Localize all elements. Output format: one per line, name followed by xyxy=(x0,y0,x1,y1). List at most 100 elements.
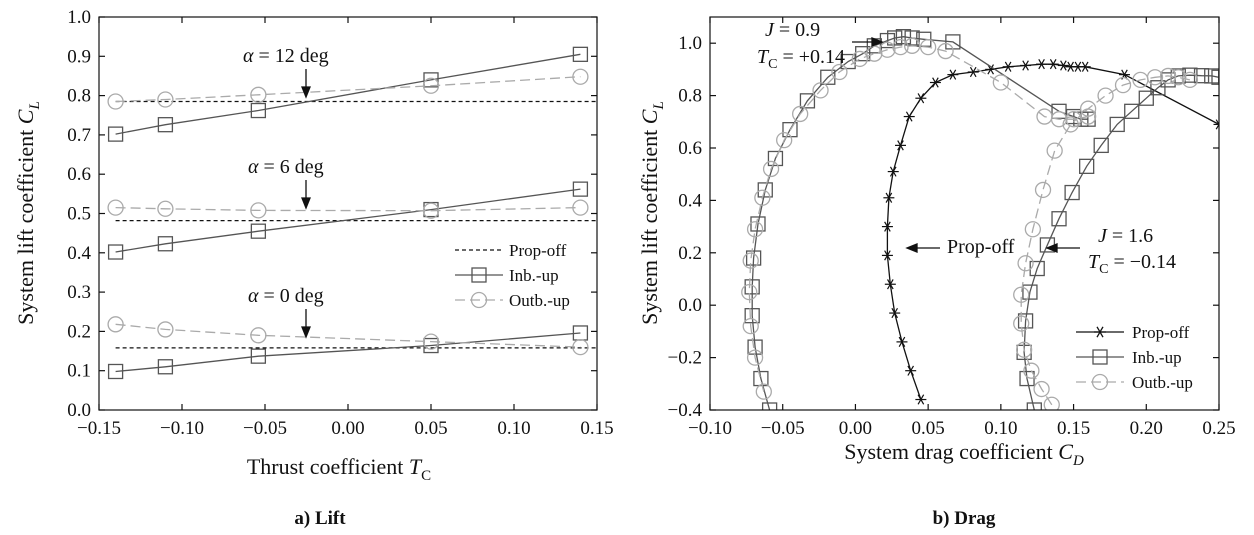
drag-series-prop-off-point xyxy=(947,69,959,80)
annotation-arrows-drag xyxy=(852,37,1080,253)
lift-caption: a) Lift xyxy=(294,508,346,529)
legend-item-inb-up: Inb.-up xyxy=(455,266,559,285)
drag-series-inb-up-point xyxy=(744,308,760,324)
lift-series-outb-up-point xyxy=(107,93,124,110)
lift-y-tick-label: 0.3 xyxy=(67,282,91,303)
lift-series-outb-up-point xyxy=(422,333,440,350)
lift-series-outb-up-point xyxy=(572,338,589,356)
drag-series-outb-up-point xyxy=(1015,341,1033,358)
lift-y-tick-label: 0.4 xyxy=(67,243,91,264)
lift-x-tick-label: 0.05 xyxy=(414,418,447,439)
drag-y-tick-label: −0.2 xyxy=(668,348,702,369)
drag-y-tick-label: 0.4 xyxy=(678,190,702,211)
arrowhead-j-0-9 xyxy=(871,37,884,47)
lift-y-tick-label: 0.5 xyxy=(67,204,91,225)
drag-series-outb-up-point xyxy=(776,131,793,149)
svg-text:Prop-off: Prop-off xyxy=(1132,323,1190,342)
lift-series-outb-up-point xyxy=(422,202,440,219)
lift-series-inb-up-point xyxy=(250,102,267,119)
lift-series-outb-up-point xyxy=(157,200,174,217)
drag-series-outb-up-point xyxy=(1023,362,1040,379)
lift-x-tick-label: 0.15 xyxy=(580,418,613,439)
drag-series-prop-off-point xyxy=(884,279,896,290)
svg-text:α = 0 deg: α = 0 deg xyxy=(248,285,324,307)
drag-series-outb-up-point xyxy=(1034,181,1052,199)
svg-text:Inb.-up: Inb.-up xyxy=(509,266,559,285)
svg-text:Outb.-up: Outb.-up xyxy=(1132,373,1193,392)
drag-y-tick-label: −0.4 xyxy=(668,400,703,421)
drag-series-inb-up-point xyxy=(782,122,798,138)
drag-series-outb-up-point xyxy=(812,82,829,99)
drag-series-prop-off-point xyxy=(896,336,908,347)
lift-x-tick-label: −0.15 xyxy=(77,418,121,439)
drag-y-tick-label: 1.0 xyxy=(678,33,702,54)
drag-series-prop-off-point xyxy=(1047,59,1059,70)
drag-series-prop-off-point xyxy=(967,66,979,78)
drag-y-tick-label: 0.0 xyxy=(678,295,702,316)
lift-chart: −0.15 −0.10 −0.05 0.00 0.05 0.10 0.15 0.0 0.1 0.2… xyxy=(13,7,614,529)
drag-y-tick-label: 0.2 xyxy=(678,243,702,264)
drag-x-tick-label: −0.05 xyxy=(761,418,805,439)
drag-series-outb-up-point xyxy=(1181,71,1199,89)
drag-series-inb-up-point xyxy=(757,182,773,198)
lift-y-tick-label: 0.2 xyxy=(67,321,91,342)
drag-series-outb-up-point xyxy=(937,42,954,60)
drag-series-inb-up-point xyxy=(887,30,903,46)
drag-series-outb-up-point xyxy=(792,105,809,123)
lift-series-outb-up-point xyxy=(157,321,174,338)
drag-x-tick-label: 0.20 xyxy=(1130,418,1163,439)
drag-series-outb-up-line xyxy=(1020,75,1191,406)
lift-y-tick-label: 0.6 xyxy=(67,164,91,185)
annotation-alpha-0: α = 0 deg xyxy=(248,285,324,307)
drag-series-inb-up-point xyxy=(1124,103,1140,119)
annotation-arrows xyxy=(301,69,311,339)
svg-text:Prop-off: Prop-off xyxy=(947,236,1015,258)
drag-series-outb-up-point xyxy=(992,74,1010,91)
drag-x-tick-label: 0.00 xyxy=(839,418,872,439)
drag-series-outb-up-point xyxy=(866,45,883,62)
lift-series-outb-up-point xyxy=(572,68,589,85)
lift-legend: Prop-off Inb.-up Outb.-up xyxy=(455,241,570,310)
lift-y-axis-label: System lift coefficient CL xyxy=(13,101,43,325)
lift-y-tick-label: 0.7 xyxy=(67,125,91,146)
lift-series-outb-up-point xyxy=(250,327,267,344)
drag-series-outb-up-point xyxy=(762,160,780,178)
drag-series-prop-off-point xyxy=(903,111,915,122)
drag-series-outb-up-point xyxy=(755,383,772,400)
drag-series-outb-up-point xyxy=(919,38,937,56)
drag-series-outb-up-point xyxy=(1013,286,1030,303)
svg-text:Prop-off: Prop-off xyxy=(509,241,567,260)
legend-item-prop-off: Prop-off xyxy=(1076,323,1190,342)
annotation-alpha-6: α = 6 deg xyxy=(248,156,324,178)
drag-series-prop-off-point xyxy=(905,365,917,376)
drag-series-inb-up-point xyxy=(744,279,760,295)
drag-x-tick-label: 0.15 xyxy=(1057,418,1090,439)
drag-series-prop-off-point xyxy=(889,307,901,319)
drag-series-outb-up-point xyxy=(742,318,759,335)
drag-plot-area xyxy=(741,28,1219,410)
drag-series-inb-up-point xyxy=(1079,158,1095,174)
drag-series-prop-off-point xyxy=(1036,59,1048,70)
arrowhead-alpha-6 xyxy=(301,197,311,210)
drag-series-inb-up-point xyxy=(1093,137,1109,154)
drag-series-inb-up-point xyxy=(1064,184,1080,201)
svg-text:Inb.-up: Inb.-up xyxy=(1132,348,1182,367)
drag-legend: Prop-off Inb.-up Outb.-up xyxy=(1076,323,1193,392)
svg-text:α = 6 deg: α = 6 deg xyxy=(248,156,324,178)
lift-series-inb-up-point xyxy=(107,363,124,380)
drag-series-outb-up-point xyxy=(1017,255,1034,272)
lift-y-tick-label: 0.1 xyxy=(67,361,91,382)
lift-series-outb-up xyxy=(107,68,589,356)
lift-series-inb-up-point xyxy=(107,244,124,260)
svg-text:J = 0.9: J = 0.9 xyxy=(765,19,820,41)
lift-y-tick-label: 0.0 xyxy=(67,400,91,421)
drag-series-outb-up-point xyxy=(746,221,764,238)
drag-x-tick-label: 0.05 xyxy=(912,418,945,439)
lift-series-outb-up-point xyxy=(250,86,267,103)
drag-series-prop-off-point xyxy=(881,221,893,232)
svg-text:J = 1.6: J = 1.6 xyxy=(1098,225,1153,247)
legend-item-inb-up: Inb.-up xyxy=(1076,348,1182,367)
drag-series-outb-up-point xyxy=(1046,142,1063,159)
drag-series-prop-off-point xyxy=(1020,60,1032,71)
drag-series-inb-up-point xyxy=(1211,69,1219,85)
